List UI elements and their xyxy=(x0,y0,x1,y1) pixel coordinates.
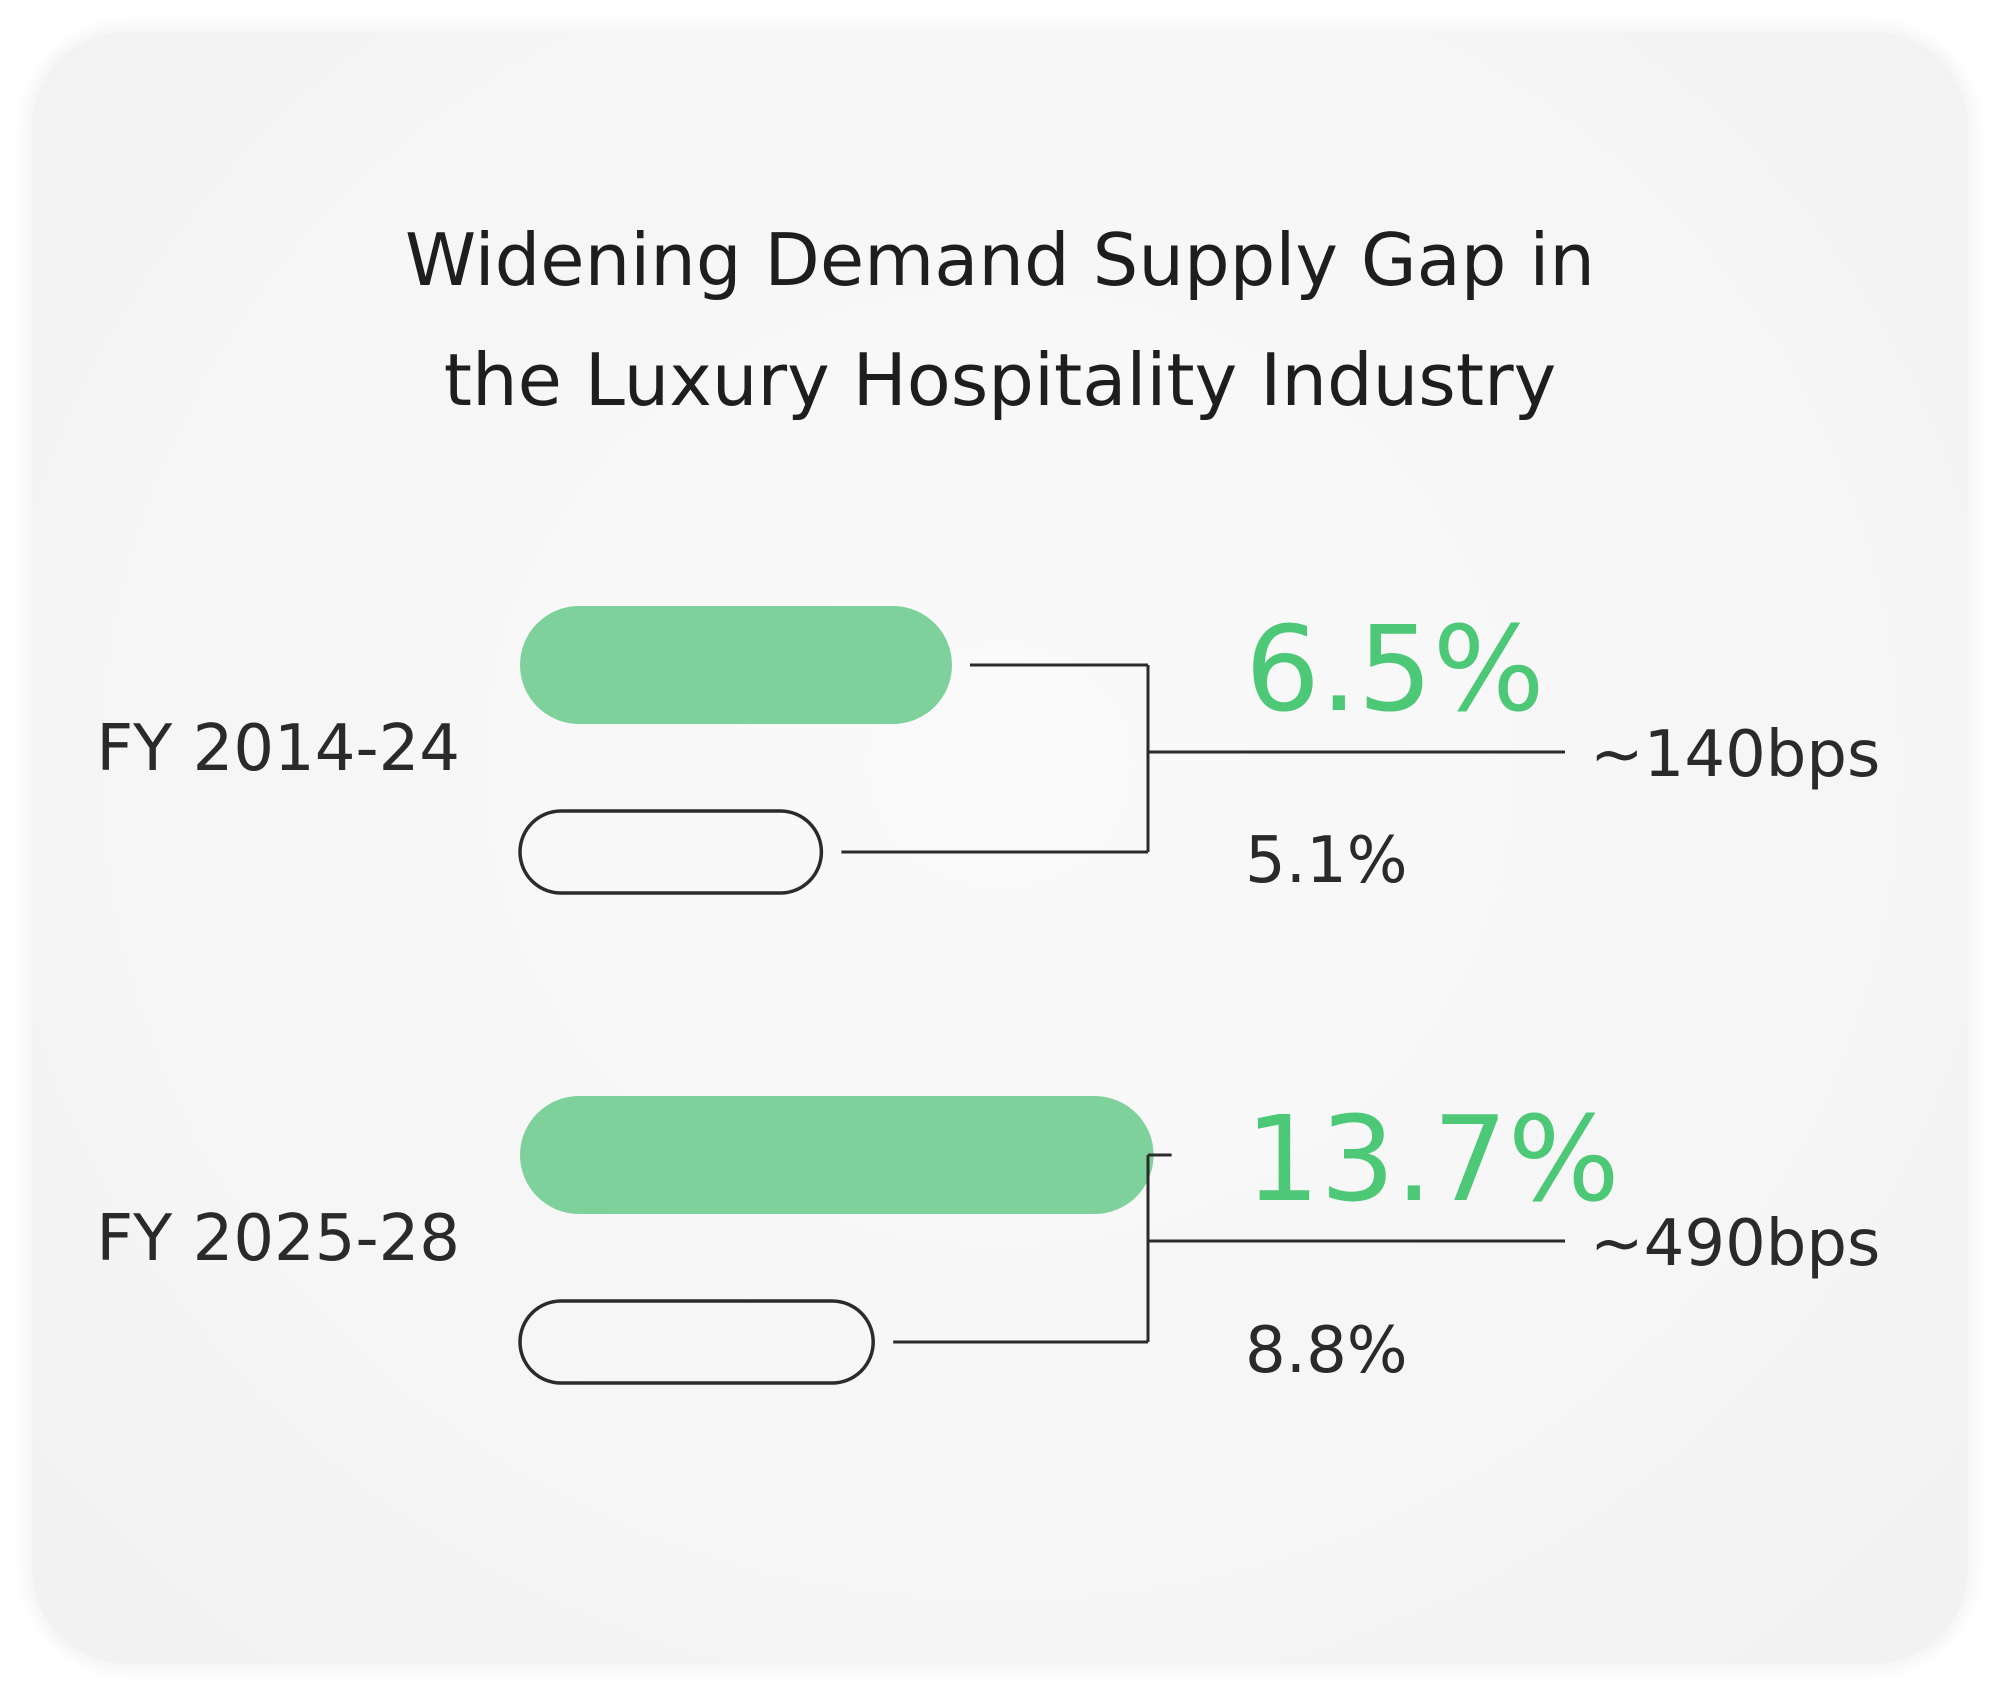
category-label: FY 2014-24 xyxy=(96,712,460,786)
bar-demand xyxy=(520,606,952,724)
bar-demand xyxy=(520,1096,1154,1214)
bar-supply xyxy=(518,1299,875,1385)
gap-label: ~140bps xyxy=(1590,718,1880,792)
chart-card xyxy=(32,32,1968,1664)
chart-title: Widening Demand Supply Gap in the Luxury… xyxy=(0,200,2000,440)
chart-title-line-1: Widening Demand Supply Gap in xyxy=(404,218,1596,302)
supply-value-label: 5.1% xyxy=(1245,824,1408,898)
bar-supply xyxy=(518,809,824,895)
chart-title-line-2: the Luxury Hospitality Industry xyxy=(443,338,1557,422)
supply-value-label: 8.8% xyxy=(1245,1314,1408,1388)
demand-value-label: 13.7% xyxy=(1245,1090,1620,1228)
category-label: FY 2025-28 xyxy=(96,1202,460,1276)
gap-label: ~490bps xyxy=(1590,1207,1880,1281)
demand-value-label: 6.5% xyxy=(1245,600,1545,738)
